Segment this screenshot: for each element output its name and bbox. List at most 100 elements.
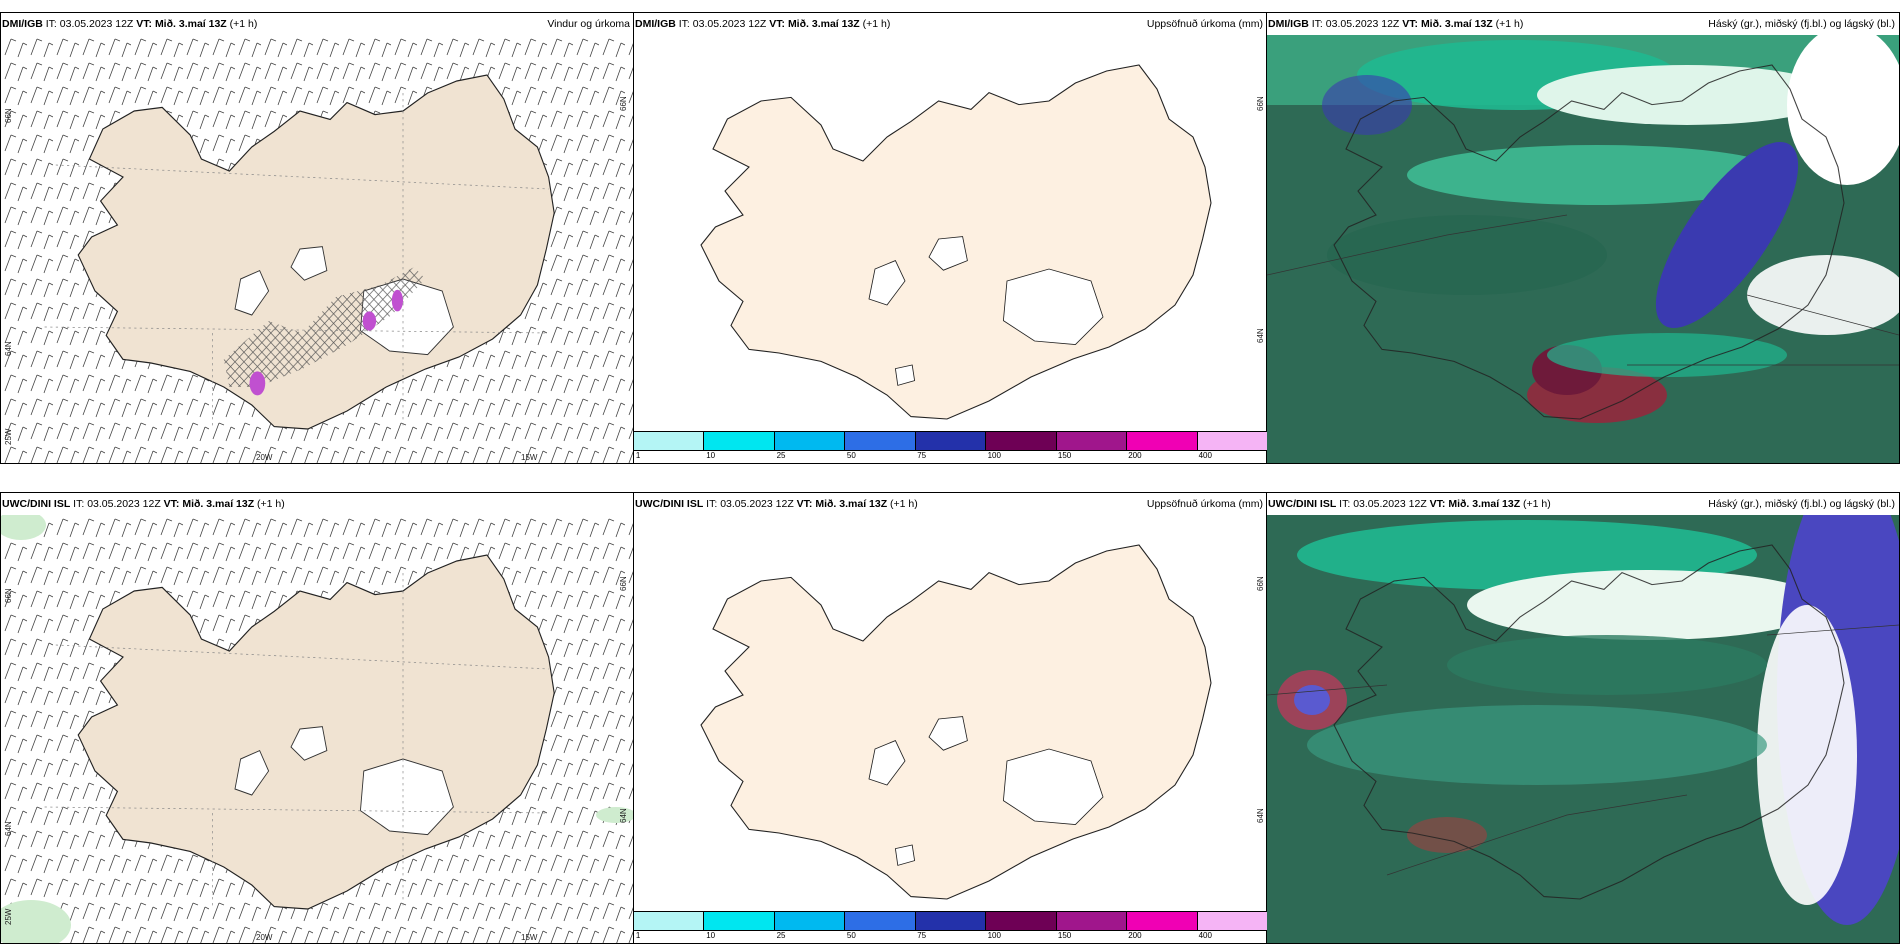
source-label: DMI/IGB — [635, 18, 676, 30]
colorbar-tick-label: 200 — [1128, 931, 1142, 940]
lat-label-66-right: 66N — [619, 576, 628, 591]
offset-label: (+1 h) — [1495, 18, 1524, 30]
colorbar-segment — [774, 912, 846, 930]
vt-label: VT: — [1402, 18, 1419, 30]
offset-label: (+1 h) — [862, 18, 891, 30]
panel-header: DMI/IGB IT: 03.05.2023 12Z VT: Mið. 3.ma… — [1, 13, 634, 35]
panel-title: Uppsöfnuð úrkoma (mm) — [1146, 498, 1263, 510]
colorbar-ticks: 1 10 25 50 75 100 150 200 400 — [634, 451, 1267, 463]
precip-panel-uwc: UWC/DINI ISL IT: 03.05.2023 12Z VT: Mið.… — [633, 492, 1268, 944]
vt-value: Mið. 3.maí 13Z — [815, 498, 888, 510]
lat-label-64-right: 64N — [619, 808, 628, 823]
lon-label-15: 15W — [521, 453, 538, 462]
it-value: 03.05.2023 12Z — [692, 18, 767, 30]
lat-label-66-right: 66N — [619, 96, 628, 111]
panel-title: Vindur og úrkoma — [547, 18, 630, 30]
it-label: IT: — [73, 498, 85, 510]
it-value: 03.05.2023 12Z — [59, 18, 134, 30]
cloud-map — [1267, 515, 1899, 943]
colorbar-tick-label: 400 — [1198, 451, 1212, 460]
vt-label: VT: — [769, 18, 786, 30]
it-label: IT: — [678, 18, 690, 30]
colorbar-tick-label: 1 — [635, 451, 641, 460]
wind-panel-dmi: DMI/IGB IT: 03.05.2023 12Z VT: Mið. 3.ma… — [0, 12, 635, 464]
vt-label: VT: — [1429, 498, 1446, 510]
colorbar-segment — [634, 432, 705, 450]
precip-colorbar — [634, 911, 1267, 931]
colorbar-tick-label: 25 — [776, 931, 786, 940]
it-label: IT: — [706, 498, 718, 510]
offset-label: (+1 h) — [229, 18, 258, 30]
it-value: 03.05.2023 12Z — [720, 498, 794, 510]
offset-label: (+1 h) — [1523, 498, 1551, 510]
panel-title: Háský (gr.), miðský (fj.bl.) og lágský (… — [1708, 498, 1895, 510]
colorbar-tick-label: 400 — [1198, 931, 1212, 940]
lon-label-25: 25W — [4, 428, 13, 445]
colorbar-segment — [915, 912, 987, 930]
offset-label: (+1 h) — [890, 498, 918, 510]
precip-map — [700, 64, 1212, 420]
colorbar-tick-label: 100 — [987, 451, 1001, 460]
it-value: 03.05.2023 12Z — [87, 498, 161, 510]
vt-label: VT: — [136, 18, 153, 30]
colorbar-segment — [986, 912, 1057, 930]
lat-label-66: 66N — [1256, 576, 1265, 591]
precip-map — [700, 544, 1212, 900]
vt-value: Mið. 3.maí 13Z — [1420, 18, 1493, 30]
panel-title: Uppsöfnuð úrkoma (mm) — [1146, 18, 1263, 30]
panel-title: Háský (gr.), miðský (fj.bl.) og lágský (… — [1708, 18, 1895, 30]
colorbar-tick-label: 150 — [1057, 451, 1072, 460]
colorbar-segment — [915, 432, 987, 450]
lon-label-20: 20W — [256, 933, 273, 942]
colorbar-tick-label: 1 — [635, 931, 641, 940]
vt-value: Mið. 3.maí 13Z — [787, 18, 860, 30]
colorbar-segment — [1127, 912, 1198, 930]
precip-colorbar — [634, 431, 1267, 451]
lon-label-20: 20W — [256, 453, 273, 462]
wind-panel-uwc: UWC/DINI ISL IT: 03.05.2023 12Z VT: Mið.… — [0, 492, 635, 944]
cloud-panel-uwc: UWC/DINI ISL IT: 03.05.2023 12Z VT: Mið.… — [1266, 492, 1900, 944]
lon-label-25: 25W — [4, 908, 13, 925]
colorbar-segment — [704, 912, 775, 930]
vt-value: Mið. 3.maí 13Z — [154, 18, 227, 30]
colorbar-segment — [1197, 432, 1267, 450]
source-label: DMI/IGB — [2, 18, 43, 30]
panel-header: DMI/IGB IT: 03.05.2023 12Z VT: Mið. 3.ma… — [634, 13, 1267, 35]
vt-label: VT: — [796, 498, 813, 510]
colorbar-tick-label: 75 — [917, 451, 927, 460]
colorbar-segment — [1197, 912, 1267, 930]
colorbar-tick-label: 150 — [1057, 931, 1072, 940]
offset-label: (+1 h) — [257, 498, 285, 510]
colorbar-tick-label: 10 — [706, 451, 716, 460]
colorbar-segment — [845, 912, 916, 930]
panel-header: DMI/IGB IT: 03.05.2023 12Z VT: Mið. 3.ma… — [1267, 13, 1899, 35]
it-value: 03.05.2023 12Z — [1325, 18, 1400, 30]
wind-map — [1, 515, 634, 943]
lat-label-66: 66N — [4, 108, 13, 123]
lat-label-64: 64N — [4, 341, 13, 356]
colorbar-segment — [986, 432, 1057, 450]
cloud-panel-dmi: DMI/IGB IT: 03.05.2023 12Z VT: Mið. 3.ma… — [1266, 12, 1900, 464]
lat-label-66: 66N — [1256, 96, 1265, 111]
precip-panel-dmi: DMI/IGB IT: 03.05.2023 12Z VT: Mið. 3.ma… — [633, 12, 1268, 464]
panel-header: UWC/DINI ISL IT: 03.05.2023 12Z VT: Mið.… — [1267, 493, 1899, 515]
vt-label: VT: — [163, 498, 180, 510]
colorbar-segment — [774, 432, 846, 450]
colorbar-tick-label: 200 — [1128, 451, 1142, 460]
lat-label-64: 64N — [1256, 808, 1265, 823]
lat-label-64: 64N — [4, 821, 13, 836]
panel-header: UWC/DINI ISL IT: 03.05.2023 12Z VT: Mið.… — [1, 493, 634, 515]
source-label: DMI/IGB — [1268, 18, 1309, 30]
colorbar-segment — [1056, 432, 1128, 450]
it-label: IT: — [1311, 18, 1323, 30]
panel-header: UWC/DINI ISL IT: 03.05.2023 12Z VT: Mið.… — [634, 493, 1267, 515]
colorbar-segment — [634, 912, 705, 930]
lat-label-66: 66N — [4, 588, 13, 603]
colorbar-segment — [845, 432, 916, 450]
colorbar-tick-label: 50 — [846, 931, 856, 940]
colorbar-tick-label: 50 — [846, 451, 856, 460]
vt-value: Mið. 3.maí 13Z — [182, 498, 255, 510]
colorbar-tick-label: 10 — [706, 931, 716, 940]
wind-map — [1, 35, 634, 463]
colorbar-tick-label: 25 — [776, 451, 786, 460]
